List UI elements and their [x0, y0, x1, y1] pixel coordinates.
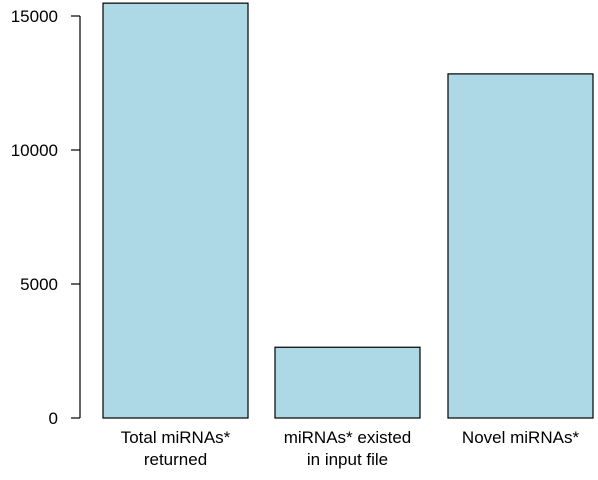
x-axis-labels: Total miRNAs* returned miRNAs* existed in i…: [121, 428, 580, 469]
y-tick-label: 0: [49, 409, 58, 428]
bar: [447, 73, 594, 419]
y-axis: 0 5000 10000 15000: [11, 7, 81, 428]
x-tick-label: miRNAs* existed in input file: [284, 428, 412, 469]
bar: [274, 346, 421, 419]
bar: [102, 2, 249, 419]
x-tick-label: Total miRNAs* returned: [121, 428, 231, 469]
bar-series: [102, 2, 594, 419]
y-tick-label: 10000: [11, 141, 58, 160]
y-tick-label: 5000: [20, 275, 58, 294]
y-tick-label: 15000: [11, 7, 58, 26]
x-tick-label: Novel miRNAs*: [462, 428, 580, 447]
